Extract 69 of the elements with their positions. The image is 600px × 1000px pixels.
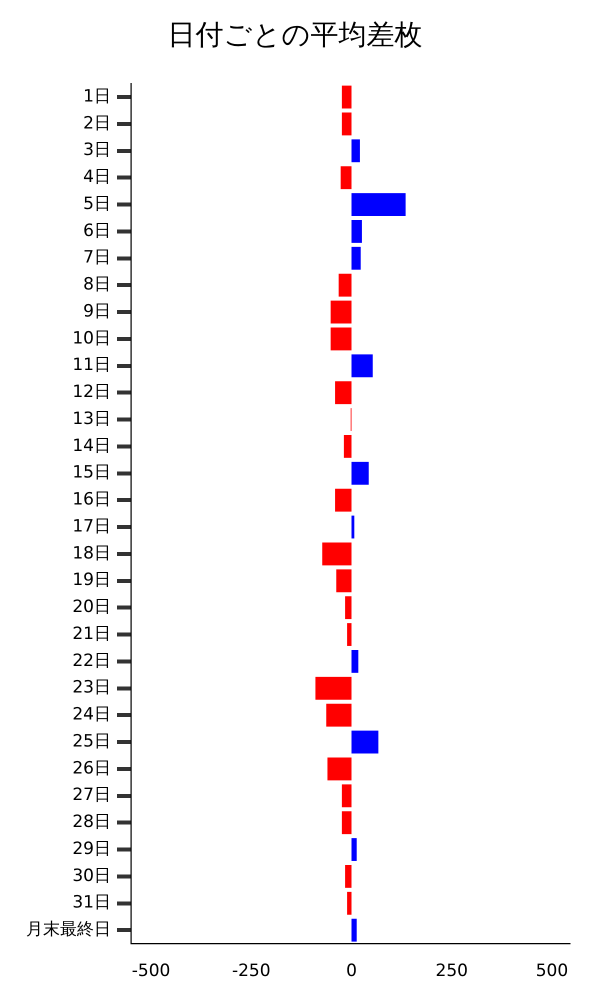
bar: [327, 757, 352, 780]
y-tick-label: 4日: [83, 167, 111, 188]
bar: [352, 730, 378, 754]
y-tick-label: 16日: [72, 490, 111, 510]
bar: [347, 892, 352, 915]
y-tick-label: 22日: [72, 650, 111, 671]
x-tick-label: 500: [536, 961, 568, 982]
bar: [344, 434, 352, 458]
y-tick-label: 29日: [72, 838, 111, 859]
y-tick-label: 月末最終日: [26, 920, 111, 940]
y-tick-label: 20日: [72, 597, 111, 618]
bar: [352, 462, 369, 485]
y-tick-label: 17日: [72, 516, 111, 536]
bar: [342, 112, 352, 136]
bar: [352, 516, 354, 538]
y-tick-label: 30日: [72, 866, 111, 886]
chart-title: 日付ごとの平均差枚: [168, 18, 422, 52]
bar: [352, 838, 357, 861]
x-tick-label: 250: [436, 961, 468, 982]
bar: [336, 569, 352, 592]
bar: [352, 918, 357, 942]
y-tick-label: 25日: [72, 731, 111, 752]
x-tick-label: -250: [232, 961, 271, 982]
bar: [347, 623, 352, 646]
y-tick-label: 28日: [72, 812, 111, 832]
y-tick-label: 14日: [72, 436, 111, 456]
y-tick-label: 2日: [83, 113, 111, 134]
y-tick-label: 7日: [83, 248, 111, 268]
y-tick-label: 24日: [72, 704, 111, 725]
y-tick-label: 5日: [83, 194, 111, 214]
y-tick-label: 19日: [72, 570, 111, 590]
bar: [352, 220, 362, 243]
bar: [352, 246, 361, 270]
y-tick-label: 15日: [72, 462, 111, 483]
y-tick-label: 27日: [72, 785, 111, 806]
y-tick-label: 13日: [72, 408, 111, 429]
y-tick-label: 23日: [72, 678, 111, 698]
y-tick-label: 21日: [72, 624, 111, 644]
bar: [338, 274, 352, 297]
bar: [330, 300, 352, 324]
y-tick-label: 8日: [83, 274, 111, 295]
y-tick-label: 18日: [72, 543, 111, 564]
y-tick-label: 10日: [72, 328, 111, 348]
bar: [315, 676, 352, 700]
x-tick-label: -500: [132, 961, 170, 982]
y-tick-label: 1日: [83, 86, 111, 106]
bar: [335, 488, 352, 512]
y-tick-label: 9日: [83, 301, 111, 322]
bar: [352, 354, 373, 378]
bar: [340, 166, 352, 190]
y-tick-label: 31日: [72, 892, 111, 913]
y-tick-label: 12日: [72, 382, 111, 402]
bar: [342, 784, 352, 808]
bar: [345, 864, 352, 888]
bar: [335, 381, 352, 404]
y-tick-label: 3日: [83, 140, 111, 160]
bar: [330, 327, 352, 350]
bar: [352, 650, 358, 673]
bar: [326, 704, 352, 727]
bar: [352, 139, 360, 162]
y-tick-label: 26日: [72, 758, 111, 778]
y-tick-label: 11日: [72, 355, 111, 376]
bar: [322, 542, 352, 566]
bar: [342, 811, 352, 834]
bar: [342, 86, 352, 108]
bar: [345, 596, 352, 620]
x-tick-label: 0: [346, 961, 357, 982]
bar: [352, 193, 406, 216]
y-tick-label: 6日: [83, 220, 111, 241]
